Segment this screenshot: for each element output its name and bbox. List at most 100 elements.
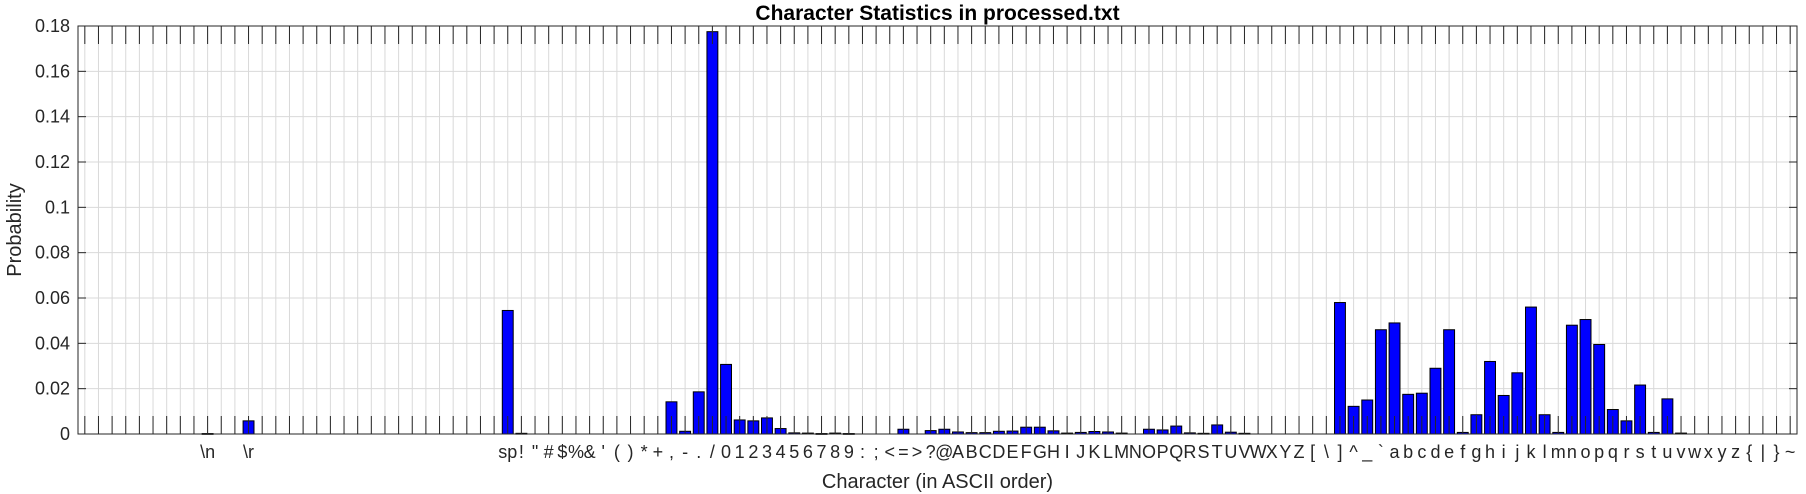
x-tick-label: o: [1581, 442, 1591, 462]
x-tick-label: ?: [926, 442, 936, 462]
y-tick-label: 0.18: [35, 16, 70, 36]
x-tick-label: I: [1065, 442, 1070, 462]
x-tick-label: #: [544, 442, 554, 462]
x-tick-label: :: [860, 442, 865, 462]
x-tick-label: 7: [817, 442, 827, 462]
y-tick-label: 0.08: [35, 243, 70, 263]
x-tick-label: i: [1502, 442, 1506, 462]
x-tick-label: Q: [1169, 442, 1183, 462]
x-tick-label: +: [653, 442, 664, 462]
x-tick-label: E: [1007, 442, 1019, 462]
x-tick-label: N: [1129, 442, 1142, 462]
x-tick-label: T: [1212, 442, 1223, 462]
x-tick-label: D: [992, 442, 1005, 462]
y-axis-label: Probability: [4, 183, 26, 276]
x-tick-label: ^: [1349, 442, 1358, 462]
x-tick-label: /: [710, 442, 715, 462]
x-tick-label: $: [557, 442, 567, 462]
x-tick-label: s: [1636, 442, 1645, 462]
x-tick-label: 5: [789, 442, 799, 462]
x-tick-label: *: [641, 442, 648, 462]
x-tick-label: {: [1746, 442, 1752, 462]
y-tick-labels: 0 0.02 0.04 0.06 0.08 0.1 0.12 0.14 0.16 0.18: [35, 16, 70, 444]
x-tick-label: }: [1774, 442, 1780, 462]
y-tick-label: 0.14: [35, 107, 70, 127]
plot-frame: [77, 25, 1798, 435]
x-tick-label: (: [614, 442, 620, 462]
x-tick-label: m: [1551, 442, 1566, 462]
x-tick-label: z: [1731, 442, 1740, 462]
x-tick-label: \n: [200, 442, 215, 462]
bar: [706, 31, 719, 435]
x-tick-label: ,: [669, 442, 674, 462]
x-tick-label: R: [1183, 442, 1196, 462]
x-tick-label: >: [912, 442, 923, 462]
x-tick-label: t: [1651, 442, 1656, 462]
x-tick-label: ~: [1785, 442, 1796, 462]
x-tick-label: =: [898, 442, 909, 462]
axis-ticks: [78, 25, 1797, 435]
x-tick-label: 0: [721, 442, 731, 462]
x-tick-label: 4: [776, 442, 786, 462]
x-tick-label: 9: [844, 442, 854, 462]
x-tick-label: c: [1417, 442, 1426, 462]
x-tick-label: d: [1430, 442, 1440, 462]
x-tick-label: f: [1460, 442, 1466, 462]
x-tick-label: Y: [1279, 442, 1291, 462]
x-tick-label: G: [1033, 442, 1047, 462]
x-tick-label: !: [519, 442, 524, 462]
x-tick-label: x: [1704, 442, 1713, 462]
x-tick-label: n: [1567, 442, 1577, 462]
x-tick-label: J: [1076, 442, 1085, 462]
x-tick-label: F: [1021, 442, 1032, 462]
x-tick-label: w: [1687, 442, 1702, 462]
x-tick-label: V: [1238, 442, 1250, 462]
y-tick-label: 0.12: [35, 152, 70, 172]
x-tick-label: 2: [748, 442, 758, 462]
x-tick-label: -: [682, 442, 688, 462]
x-tick-label: v: [1677, 442, 1686, 462]
y-tick-label: 0.02: [35, 379, 70, 399]
bar: [1334, 302, 1346, 435]
x-tick-label: \: [1324, 442, 1329, 462]
x-tick-label: e: [1444, 442, 1454, 462]
x-tick-label: S: [1198, 442, 1210, 462]
x-tick-label: l: [1543, 442, 1547, 462]
x-tick-labels: \n \r sp! " # $% & '() * +, -./0 1 2 3 4 5 6 7 8 9:; < = >? @A B…: [200, 442, 1795, 463]
x-tick-label: ": [532, 442, 538, 462]
y-tick-label: 0: [60, 424, 70, 444]
x-tick-label: P: [1157, 442, 1169, 462]
x-tick-label: K: [1088, 442, 1100, 462]
x-tick-label: ): [628, 442, 634, 462]
x-tick-label: &: [584, 442, 596, 462]
x-tick-label: O: [1142, 442, 1156, 462]
x-tick-label: ;: [874, 442, 879, 462]
x-tick-label: W: [1250, 442, 1267, 462]
x-tick-label: h: [1485, 442, 1495, 462]
x-tick-label: H: [1047, 442, 1060, 462]
x-tick-label: ': [602, 442, 605, 462]
y-tick-label: 0.16: [35, 61, 70, 81]
x-tick-label: M: [1114, 442, 1129, 462]
x-tick-label: p: [1594, 442, 1604, 462]
x-axis-label: Character (in ASCII order): [822, 471, 1053, 493]
x-tick-label: a: [1390, 442, 1401, 462]
x-tick-label: _: [1361, 442, 1373, 463]
x-tick-label: @: [935, 442, 953, 462]
x-tick-label: C: [979, 442, 992, 462]
x-tick-label: |: [1761, 442, 1766, 462]
x-tick-label: b: [1403, 442, 1413, 462]
x-tick-label: Z: [1294, 442, 1305, 462]
x-tick-label: %: [568, 442, 584, 462]
x-tick-label: U: [1224, 442, 1237, 462]
grid-lines: [78, 25, 1797, 435]
bar: [1525, 306, 1537, 435]
bar: [501, 309, 514, 435]
x-tick-label: [: [1310, 442, 1315, 462]
x-tick-label: `: [1378, 442, 1384, 462]
x-tick-label: X: [1266, 442, 1278, 462]
x-tick-label: k: [1526, 442, 1536, 462]
x-tick-label: j: [1514, 442, 1519, 462]
y-tick-label: 0.04: [35, 333, 70, 353]
